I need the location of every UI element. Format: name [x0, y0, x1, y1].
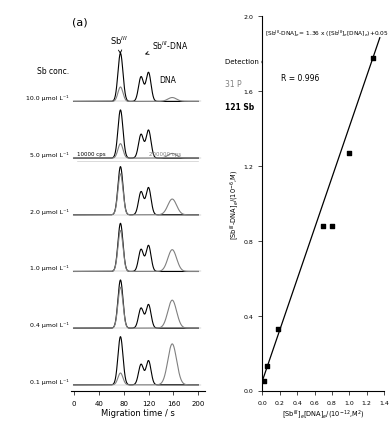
Point — [346, 150, 352, 157]
Text: 5.0 μmol L⁻¹: 5.0 μmol L⁻¹ — [30, 151, 69, 158]
Point — [261, 378, 267, 385]
Text: (a): (a) — [72, 17, 87, 27]
Text: 10.0 μmol L⁻¹: 10.0 μmol L⁻¹ — [26, 95, 69, 101]
X-axis label: [Sb$^{III}$]$_e$[DNA]$_e$/(10$^{-12}$,M$^2$): [Sb$^{III}$]$_e$[DNA]$_e$/(10$^{-12}$,M$… — [282, 408, 364, 420]
Text: 2.0 μmol L⁻¹: 2.0 μmol L⁻¹ — [30, 208, 69, 214]
Text: 1.0 μmol L⁻¹: 1.0 μmol L⁻¹ — [30, 265, 69, 271]
Y-axis label: [Sb$^{III}$-DNA]$_e$/(10$^{-6}$,M): [Sb$^{III}$-DNA]$_e$/(10$^{-6}$,M) — [228, 169, 241, 239]
Text: [Sb$^{III}$-DNA]$_e$= 1.36 x ([Sb$^{III}$]$_e$[DNA]$_e$)+0.05: [Sb$^{III}$-DNA]$_e$= 1.36 x ([Sb$^{III}… — [265, 29, 388, 39]
Point — [329, 223, 335, 230]
Point — [370, 55, 376, 62]
Text: R = 0.996: R = 0.996 — [281, 73, 319, 82]
Text: 0.1 μmol L⁻¹: 0.1 μmol L⁻¹ — [30, 378, 69, 384]
Point — [264, 363, 270, 370]
Text: Sb$^{III}$: Sb$^{III}$ — [110, 35, 128, 54]
Text: Sb$^{III}$-DNA: Sb$^{III}$-DNA — [146, 39, 189, 55]
Text: Detection channel: Detection channel — [225, 59, 289, 65]
Text: 0.4 μmol L⁻¹: 0.4 μmol L⁻¹ — [30, 321, 69, 327]
Text: 31 P: 31 P — [225, 80, 241, 89]
Text: 121 Sb: 121 Sb — [225, 102, 254, 112]
Point — [275, 326, 281, 332]
Text: 10000 cps: 10000 cps — [77, 152, 105, 157]
Text: Sb conc.: Sb conc. — [36, 66, 69, 76]
Text: 200000 cps: 200000 cps — [149, 152, 181, 157]
Point — [320, 223, 327, 230]
X-axis label: Migration time / s: Migration time / s — [101, 408, 174, 418]
Text: DNA: DNA — [159, 76, 176, 85]
